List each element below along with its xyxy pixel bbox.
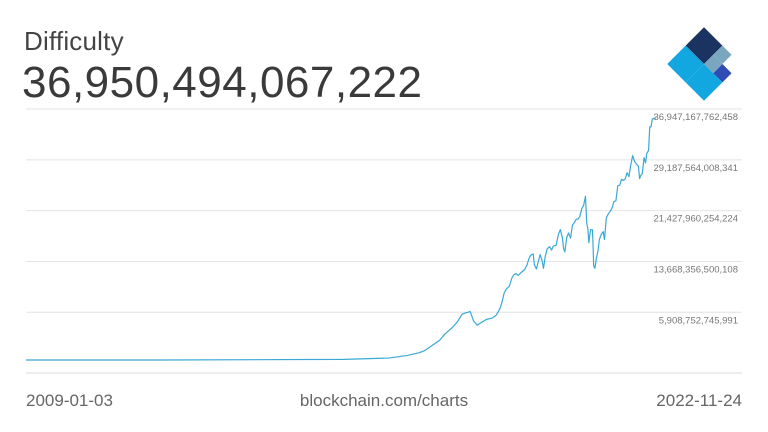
end-date-label: 2022-11-24: [656, 391, 742, 410]
grid-lines: [26, 108, 742, 374]
y-tick-label: 36,947,167,762,458: [653, 112, 738, 123]
difficulty-series-line: [26, 117, 656, 361]
y-tick-label: 29,187,564,008,341: [653, 163, 738, 174]
current-difficulty-value: 36,950,494,067,222: [22, 58, 423, 107]
blockchain-logo-icon: [667, 27, 732, 101]
y-tick-label: 5,908,752,745,991: [659, 315, 738, 326]
logo-square-cyan: [685, 64, 723, 101]
logo-square-dark: [685, 27, 723, 64]
y-tick-label: 13,668,356,500,108: [653, 264, 738, 275]
start-date-label: 2009-01-03: [26, 391, 113, 410]
chart-title: Difficulty: [24, 26, 124, 56]
source-label: blockchain.com/charts: [299, 391, 469, 410]
y-axis-tick-labels: 5,908,752,745,991 13,668,356,500,108 21,42…: [653, 112, 738, 326]
y-tick-label: 21,427,960,254,224: [653, 214, 738, 225]
